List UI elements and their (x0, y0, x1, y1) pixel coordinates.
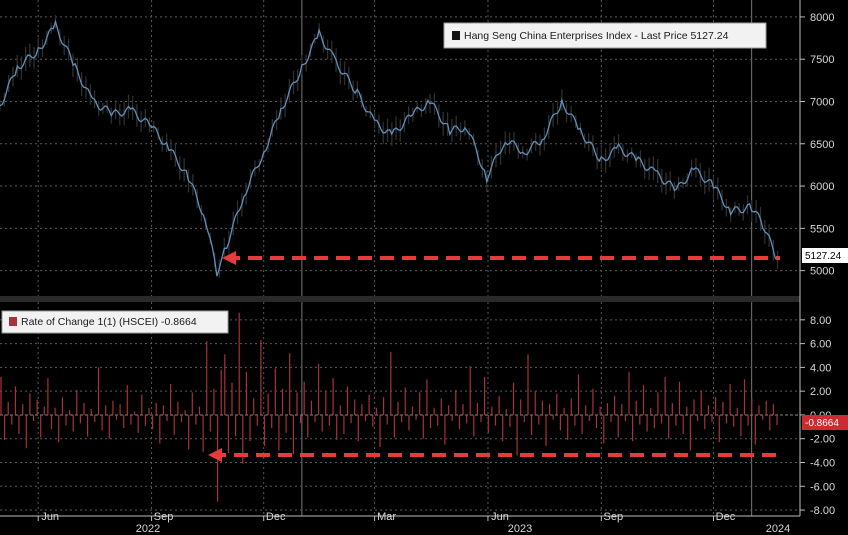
panel-divider[interactable] (0, 296, 800, 302)
x-month-label: Dec (716, 511, 736, 523)
price-y-tick-label: 7000 (810, 96, 834, 108)
price-last-tag-bg (802, 248, 848, 263)
roc-last-tag: -0.8664 (802, 415, 848, 430)
roc-legend-box (1, 310, 229, 334)
x-axis: Jun Sep Dec Mar Jun Sep Dec 2022 2023 2024 (37, 511, 790, 535)
x-month-label: Sep (154, 511, 174, 523)
price-y-tick-label: 7500 (810, 54, 834, 66)
x-year-label: 2024 (766, 523, 790, 535)
price-series (0, 15, 779, 278)
price-line (0, 19, 778, 277)
x-year-label: 2022 (136, 523, 160, 535)
roc-last-tag-bg (802, 415, 848, 430)
price-y-tick-label: 8000 (810, 12, 834, 24)
price-legend-text: Hang Seng China Enterprises Index - Last… (464, 30, 729, 42)
roc-legend-text: Rate of Change 1(1) (HSCEI) -0.8664 (21, 316, 197, 328)
x-month-label: Jun (41, 511, 59, 523)
x-month-label: Mar (377, 511, 396, 523)
roc-y-tick-label: 6.00 (810, 339, 831, 351)
price-y-axis: 8000 7500 7000 6500 6000 5500 5000 (800, 12, 834, 278)
price-legend[interactable]: Hang Seng China Enterprises Index - Last… (443, 22, 767, 49)
x-month-label: Dec (266, 511, 286, 523)
price-arrow (222, 251, 780, 265)
roc-y-tick-label: 8.00 (810, 315, 831, 327)
roc-y-tick-label: 2.00 (810, 386, 831, 398)
x-year-label: 2023 (508, 523, 532, 535)
roc-legend[interactable]: Rate of Change 1(1) (HSCEI) -0.8664 (1, 310, 229, 334)
x-month-label: Sep (604, 511, 624, 523)
price-y-tick-label: 5000 (810, 266, 834, 278)
x-month-label: Jun (491, 511, 509, 523)
roc-grid (0, 302, 800, 516)
roc-arrow (208, 448, 778, 462)
price-last-tag-text: 5127.24 (805, 251, 842, 262)
roc-legend-swatch (9, 317, 17, 326)
roc-y-tick-label: -2.00 (810, 434, 835, 446)
roc-series (0, 312, 778, 502)
roc-y-tick-label: -4.00 (810, 458, 835, 470)
roc-y-tick-label: 4.00 (810, 362, 831, 374)
roc-y-tick-label: -8.00 (810, 505, 835, 517)
roc-last-tag-text: -0.8664 (805, 418, 839, 429)
price-y-tick-label: 5500 (810, 223, 834, 235)
price-grid (0, 0, 800, 296)
price-arrow-head (222, 251, 236, 265)
roc-arrow-head (208, 448, 222, 462)
price-last-tag: 5127.24 (802, 248, 848, 263)
roc-y-tick-label: -6.00 (810, 481, 835, 493)
price-y-tick-label: 6000 (810, 181, 834, 193)
price-y-tick-label: 6500 (810, 139, 834, 151)
price-legend-swatch (452, 31, 460, 40)
price-legend-box (443, 22, 767, 49)
